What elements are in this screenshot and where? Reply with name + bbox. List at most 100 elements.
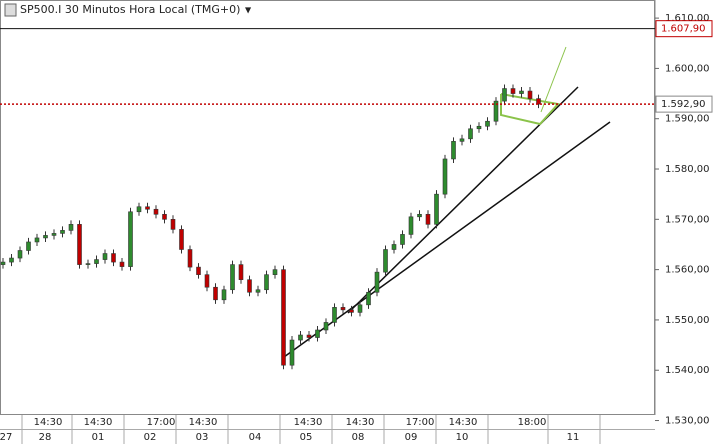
candle-body (255, 289, 261, 293)
candle-body (119, 261, 125, 267)
y-tick-label: 1.570,00 (665, 214, 710, 225)
y-tick-label: 1.540,00 (665, 365, 710, 376)
candle-body (0, 261, 6, 265)
y-tick-label: 1.530,00 (665, 416, 710, 427)
candle-body (43, 235, 48, 239)
candle-body (332, 307, 337, 323)
candle-body (179, 229, 184, 250)
x-date-label: 11 (567, 432, 580, 443)
candle-body (102, 253, 108, 260)
symbol-icon[interactable] (4, 3, 17, 17)
candle-body (536, 98, 541, 105)
trend-line (283, 121, 611, 358)
candle-body (153, 208, 159, 215)
candle-body (17, 250, 23, 259)
candle-body (60, 230, 65, 234)
candle-body (196, 266, 201, 275)
candle-body (170, 219, 176, 230)
y-tick-label: 1.580,00 (665, 164, 710, 175)
price-label-box (655, 95, 713, 113)
x-date-label: 08 (352, 432, 365, 443)
x-time-label: 17:00 (147, 417, 176, 428)
candle-body (145, 206, 150, 210)
candle-body (162, 213, 167, 220)
candle-body (527, 90, 533, 99)
drawings (283, 46, 611, 358)
candle-body (111, 253, 116, 263)
x-date-label: 05 (300, 432, 313, 443)
candle-body (323, 322, 329, 331)
y-tick-label: 1.590,00 (665, 114, 710, 125)
candle-body (502, 88, 507, 102)
y-tick-label: 1.560,00 (665, 265, 710, 276)
candle-body (94, 259, 99, 264)
candle-body (349, 309, 354, 313)
candle-body (204, 274, 210, 288)
candle-body (340, 307, 346, 311)
x-time-label: 17:00 (406, 417, 435, 428)
x-time-label: 14:30 (346, 417, 375, 428)
candle-body (85, 263, 91, 265)
candle-body (425, 213, 431, 225)
candle-body (383, 249, 388, 273)
candle-body (238, 264, 244, 280)
candle-body (264, 274, 269, 291)
price-label: 1.607,90 (661, 24, 706, 35)
x-time-label: 14:30 (449, 417, 478, 428)
candle-body (408, 216, 414, 235)
candle-body (391, 244, 397, 250)
x-date-label: 01 (92, 432, 105, 443)
x-date-label: 27 (0, 432, 12, 443)
candle-body (315, 329, 320, 338)
dropdown-arrow[interactable]: ▼ (245, 6, 252, 15)
x-time-label: 14:30 (294, 417, 323, 428)
candle-body (434, 193, 439, 225)
y-tick-label: 1.600,00 (665, 63, 710, 74)
candle-body (213, 286, 218, 301)
candle-body (298, 334, 303, 341)
candle-body (51, 233, 57, 236)
x-date-label: 09 (405, 432, 418, 443)
candle-body (459, 138, 465, 142)
candle-body (485, 120, 490, 127)
candle-body (136, 206, 142, 213)
candle-body (128, 211, 133, 267)
x-time-label: 14:30 (189, 417, 218, 428)
candle-body (476, 125, 482, 130)
candle-body (366, 291, 371, 306)
candle-body (289, 339, 295, 366)
x-time-label: 18:00 (518, 417, 547, 428)
candle-body (77, 224, 82, 265)
candle-body (400, 234, 405, 245)
projection (540, 46, 567, 113)
candle-body (493, 100, 499, 122)
candle-body (187, 249, 193, 268)
candle-body (230, 264, 235, 291)
candle-body (357, 304, 363, 313)
candle-body (247, 279, 252, 293)
candle-body (306, 334, 312, 338)
y-tick-label: 1.550,00 (665, 315, 710, 326)
x-date-label: 04 (249, 432, 262, 443)
candle-body (34, 237, 40, 243)
x-date-label: 02 (144, 432, 157, 443)
candle-body (451, 141, 456, 160)
candle-body (68, 224, 74, 231)
x-time-label: 14:30 (34, 417, 63, 428)
candle-body (221, 289, 227, 301)
x-date-label: 03 (196, 432, 209, 443)
chart-title: SP500.I 30 Minutos Hora Local (TMG+0) (20, 3, 240, 16)
candle-body (519, 90, 524, 94)
candle-body (272, 269, 278, 275)
candle-body (374, 271, 380, 293)
candle-body (510, 88, 516, 94)
price-label-box (655, 20, 713, 38)
candle-body (442, 158, 448, 195)
candle-body (468, 128, 473, 140)
x-date-label: 10 (456, 432, 469, 443)
candle-body (417, 213, 422, 218)
candle-body (26, 241, 31, 251)
x-time-label: 14:30 (84, 417, 113, 428)
price-label: 1.592,90 (661, 99, 706, 110)
